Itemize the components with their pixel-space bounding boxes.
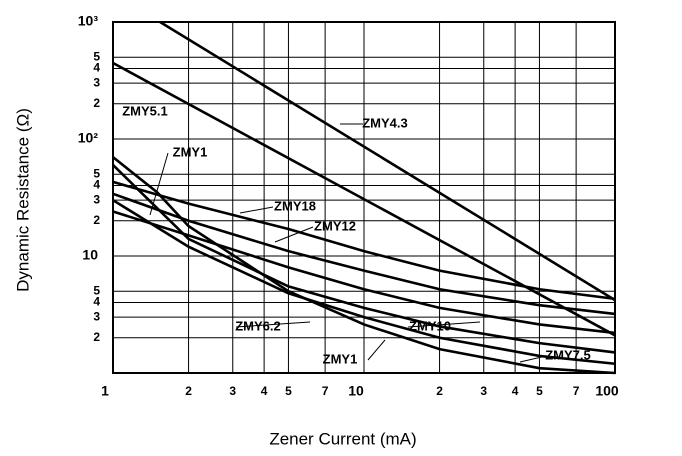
- x-tick-label: 2: [185, 384, 192, 398]
- leader-line: [367, 339, 386, 361]
- series-label: ZMY12: [314, 218, 356, 233]
- y-tick-label: 5: [93, 166, 100, 180]
- series-label: ZMY18: [274, 198, 316, 213]
- x-axis-title: Zener Current (mA): [269, 429, 416, 448]
- x-tick-label: 100: [595, 383, 619, 399]
- leader-line: [407, 321, 481, 328]
- leader-line: [235, 321, 311, 328]
- y-tick-label: 3: [93, 75, 100, 89]
- x-tick-label: 7: [322, 384, 329, 398]
- series-label: ZMY5.1: [122, 103, 168, 118]
- series-line: [112, 210, 616, 335]
- x-tick-label: 4: [512, 384, 519, 398]
- series-line: [112, 164, 616, 354]
- y-tick-label: 3: [93, 309, 100, 323]
- series-line: [112, 156, 616, 375]
- y-tick-label: 10³: [78, 13, 99, 29]
- series-label: ZMY4.3: [362, 115, 408, 130]
- x-tick-label: 1: [101, 383, 109, 399]
- series-label: ZMY1: [173, 144, 208, 159]
- x-tick-label: 3: [229, 384, 236, 398]
- y-tick-label: 5: [93, 49, 100, 63]
- y-axis-title: Dynamic Resistance (Ω): [13, 108, 32, 292]
- y-tick-label: 2: [93, 330, 100, 344]
- x-tick-label: 2: [436, 384, 443, 398]
- x-tick-label: 10: [348, 383, 364, 399]
- x-tick-label: 4: [261, 384, 268, 398]
- y-tick-label: 5: [93, 283, 100, 297]
- leader-line: [149, 152, 169, 216]
- y-tick-label: 4: [93, 178, 100, 192]
- series-line: [112, 180, 616, 301]
- series-label: ZMY7.5: [545, 347, 591, 362]
- x-tick-label: 5: [285, 384, 292, 398]
- leader-line: [519, 355, 547, 363]
- y-tick-label: 3: [93, 192, 100, 206]
- series-label: ZMY6.2: [235, 318, 281, 333]
- y-tick-label: 10: [82, 247, 98, 263]
- leader-line: [274, 226, 314, 243]
- annotation: ZMY1: [323, 351, 358, 366]
- x-tick-label: 5: [536, 384, 543, 398]
- leader-line: [239, 206, 274, 214]
- x-tick-label: 3: [480, 384, 487, 398]
- y-tick-label: 10²: [78, 130, 99, 146]
- y-tick-label: 4: [93, 295, 100, 309]
- y-tick-label: 2: [93, 213, 100, 227]
- y-tick-label: 2: [93, 96, 100, 110]
- series-line: [112, 192, 616, 316]
- series-line: [112, 61, 616, 337]
- y-tick-label: 4: [93, 61, 100, 75]
- series-line: [159, 20, 616, 302]
- series-line: [112, 199, 616, 366]
- x-tick-label: 7: [573, 384, 580, 398]
